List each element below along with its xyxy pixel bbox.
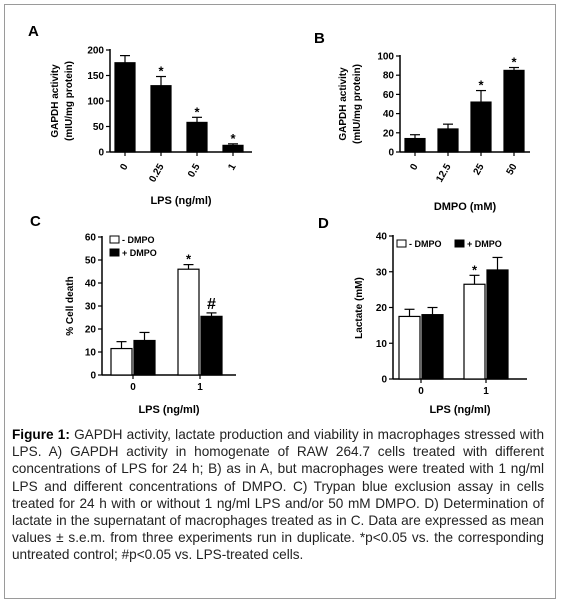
panel-letter-d: D [318, 215, 329, 232]
bar-a-2 [186, 121, 208, 153]
bar-d-0-0 [398, 315, 421, 380]
y-tick-label-c: 20 [85, 325, 97, 336]
figure-caption: Figure 1: GAPDH activity, lactate produc… [12, 426, 544, 564]
y-tick-label-c: 0 [90, 371, 96, 382]
significance-mark-b-2: * [478, 78, 484, 93]
bar-a-3 [222, 144, 244, 153]
x-axis-label-b: DMPO (mM) [434, 201, 497, 213]
x-tick-label-c: 1 [197, 382, 203, 393]
panel-letter-c: C [30, 213, 41, 230]
x-tick-label-b: 25 [472, 162, 487, 178]
bar-d-0-1 [421, 314, 444, 380]
x-axis-label-d: LPS (ng/ml) [429, 404, 490, 416]
significance-mark-a-2: * [194, 104, 200, 119]
x-tick-label-b: 0 [408, 162, 421, 173]
bar-c-1-0 [177, 268, 200, 376]
y-tick-label-a: 150 [87, 71, 104, 82]
x-tick-label-a: 0.25 [147, 162, 166, 185]
significance-mark-c-1-0: * [186, 252, 192, 267]
legend-swatch-c [109, 248, 120, 257]
x-tick-label-b: 12.5 [434, 162, 453, 185]
y-tick-label-c: 10 [85, 348, 97, 359]
bar-c-0-1 [133, 339, 156, 376]
significance-mark-d-1-0: * [472, 262, 478, 277]
y-tick-label-b: 100 [377, 52, 394, 63]
y-tick-label-b: 40 [383, 109, 395, 120]
x-tick-label-c: 0 [130, 382, 136, 393]
y-tick-label-d: 40 [376, 232, 388, 243]
x-axis-label-c: LPS (ng/ml) [138, 404, 199, 416]
bar-b-3 [503, 69, 525, 153]
bar-b-1 [437, 128, 459, 153]
bar-d-1-0 [463, 283, 486, 380]
bar-b-2 [470, 101, 492, 153]
caption-body: GAPDH activity, lactate production and v… [12, 427, 545, 563]
y-axis-label-b: GAPDH activity [338, 67, 349, 141]
significance-mark-b-3: * [511, 55, 517, 70]
bar-b-0 [404, 137, 426, 153]
y-tick-label-b: 80 [383, 71, 395, 82]
y-tick-label-c: 60 [85, 233, 97, 244]
y-tick-label-a: 100 [87, 97, 104, 108]
bar-a-1 [150, 85, 172, 153]
x-tick-label-d: 1 [483, 386, 489, 397]
x-tick-label-a: 0.5 [186, 162, 203, 180]
significance-mark-a-3: * [230, 131, 236, 146]
x-axis-label-a: LPS (ng/ml) [150, 195, 211, 207]
bar-d-1-1 [486, 269, 509, 380]
y-axis-label-a: GAPDH activity [50, 64, 61, 138]
x-tick-label-a: 0 [118, 162, 131, 173]
y-tick-label-c: 40 [85, 279, 97, 290]
y-tick-label-b: 0 [388, 148, 394, 159]
significance-mark-c-1-1: # [207, 296, 216, 313]
panel-letter-b: B [314, 30, 325, 47]
caption-lead: Figure 1: [12, 427, 70, 442]
legend-swatch-d [454, 239, 465, 248]
y-tick-label-d: 0 [381, 375, 387, 386]
legend-label-c: + DMPO [122, 248, 157, 258]
legend-label-d: + DMPO [467, 239, 502, 249]
y-tick-label-c: 30 [85, 302, 97, 313]
x-tick-label-d: 0 [418, 386, 424, 397]
legend-label-c: - DMPO [122, 235, 155, 245]
panel-letter-a: A [28, 23, 39, 40]
y-axis-label-a: (mIU/mg protein) [64, 61, 75, 141]
x-tick-label-b: 50 [505, 162, 520, 178]
y-tick-label-b: 60 [383, 90, 395, 101]
y-axis-label-b: (mIU/mg protein) [352, 64, 363, 144]
y-tick-label-b: 20 [383, 128, 395, 139]
bar-a-0 [114, 62, 136, 153]
bar-c-1-1 [200, 315, 223, 376]
bar-c-0-0 [110, 347, 133, 376]
legend-swatch-d [396, 239, 407, 248]
x-tick-label-a: 1 [226, 162, 239, 173]
y-tick-label-a: 200 [87, 46, 104, 57]
significance-mark-a-1: * [158, 64, 164, 79]
legend-label-d: - DMPO [409, 239, 442, 249]
legend-swatch-c [109, 235, 120, 244]
y-tick-label-a: 0 [98, 148, 104, 159]
y-tick-label-d: 30 [376, 267, 388, 278]
y-tick-label-d: 20 [376, 303, 388, 314]
y-tick-label-a: 50 [93, 122, 105, 133]
y-tick-label-c: 50 [85, 256, 97, 267]
y-axis-label-c: % Cell death [65, 276, 76, 335]
y-axis-label-d: Lactate (mM) [354, 277, 365, 339]
y-tick-label-d: 10 [376, 339, 388, 350]
